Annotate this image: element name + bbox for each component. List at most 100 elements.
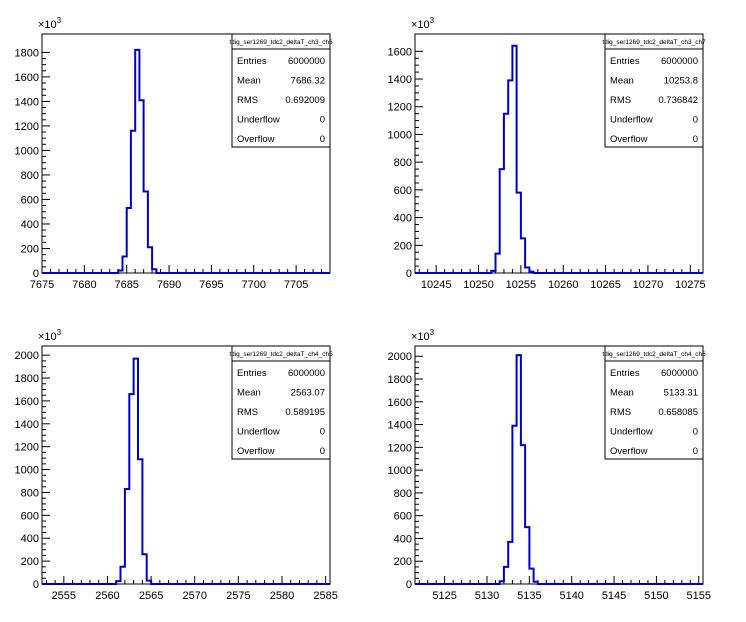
y-tick-label: 200: [21, 556, 39, 568]
x-tick-label: 10255: [506, 279, 537, 291]
x-tick-label: 5135: [517, 590, 541, 602]
stats-value: 0: [320, 427, 325, 438]
x-tick-label: 10270: [633, 279, 664, 291]
stats-box: [231, 33, 331, 148]
x-tick-label: 10250: [463, 279, 494, 291]
y-tick-label: 200: [21, 243, 39, 255]
stats-label: Underflow: [610, 115, 653, 126]
histogram-bin: [529, 569, 533, 584]
stats-label: Overflow: [237, 446, 275, 457]
y-tick-label: 1800: [388, 374, 412, 386]
stats-value: 2563.07: [291, 388, 325, 399]
y-tick-label: 400: [394, 213, 412, 225]
x-tick-label: 2580: [270, 590, 294, 602]
stats-value: 0.736842: [658, 95, 698, 106]
y-exponent-label: ×103: [411, 16, 435, 31]
x-tick-label: 10245: [421, 279, 452, 291]
y-tick-label: 0: [33, 268, 39, 280]
y-exponent-label: ×103: [38, 16, 62, 31]
x-tick-label: 10265: [590, 279, 621, 291]
histogram-outline: [415, 354, 703, 585]
histogram-panel-3: 0 200 400 600 800 1000 1200 1400 1600 1800 2000 255…: [15, 328, 338, 602]
stats-box: [604, 33, 704, 148]
histogram-bin: [521, 238, 525, 273]
stats-value: 5133.31: [664, 388, 698, 399]
histogram-bin: [138, 459, 142, 584]
stats-value: 6000000: [288, 368, 325, 379]
x-tick-label: 7705: [284, 279, 308, 291]
x-tick-label: 2570: [182, 590, 206, 602]
stats-value: 0: [693, 446, 698, 457]
stats-value: 0: [693, 427, 698, 438]
histogram-bin: [131, 131, 135, 273]
x-tick-label: 5130: [475, 590, 499, 602]
histogram-bin: [122, 256, 126, 273]
stats-label: RMS: [610, 407, 631, 418]
histogram-bin: [144, 191, 148, 273]
x-tick-label: 5125: [432, 590, 456, 602]
stats-value: 0.658085: [658, 407, 698, 418]
stats-label: Underflow: [610, 427, 653, 438]
x-tick-label: 7695: [199, 279, 223, 291]
x-tick-label: 2555: [52, 590, 76, 602]
y-tick-label: 400: [21, 533, 39, 545]
histogram-bin: [500, 169, 504, 273]
histogram-bin: [134, 359, 138, 584]
x-tick-label: 7675: [30, 279, 54, 291]
stats-label: RMS: [237, 95, 258, 106]
y-tick-label: 0: [33, 579, 39, 591]
histogram-title: tdig_ser1269_tdc2_deltaT_ch4_ch6: [602, 351, 706, 358]
stats-value: 0: [693, 115, 698, 126]
histogram-bin: [508, 80, 512, 273]
stats-label: Entries: [610, 56, 640, 67]
histogram-bin: [147, 581, 151, 584]
y-tick-label: 1800: [15, 373, 39, 385]
y-tick-label: 800: [21, 487, 39, 499]
x-tick-label: 5140: [559, 590, 583, 602]
stats-label: RMS: [237, 407, 258, 418]
y-tick-label: 1000: [388, 129, 412, 141]
histogram-bin: [517, 355, 521, 584]
y-tick-label: 600: [21, 510, 39, 522]
histogram-outline: [42, 48, 330, 274]
histogram-bin: [508, 542, 512, 584]
y-tick-label: 400: [21, 219, 39, 231]
y-tick-label: 1400: [15, 419, 39, 431]
stats-value: 0.692009: [285, 95, 325, 106]
histogram-bin: [142, 554, 146, 584]
stats-box: [604, 345, 704, 460]
stats-label: Mean: [237, 388, 261, 399]
stats-label: Entries: [237, 368, 267, 379]
stats-label: RMS: [610, 95, 631, 106]
y-tick-label: 200: [394, 556, 412, 568]
y-tick-label: 800: [394, 488, 412, 500]
x-tick-label: 10275: [675, 279, 706, 291]
histogram-title: tdig_ser1269_tdc2_deltaT_ch3_ch6: [229, 39, 333, 46]
y-tick-label: 1400: [388, 74, 412, 86]
histogram-bin: [116, 581, 120, 584]
stats-label: Overflow: [610, 446, 648, 457]
y-tick-label: 1200: [15, 442, 39, 454]
x-tick-label: 5145: [602, 590, 626, 602]
stats-label: Mean: [237, 76, 261, 87]
y-tick-label: 1600: [388, 397, 412, 409]
x-tick-label: 2585: [313, 590, 337, 602]
y-exponent-label: ×103: [411, 328, 435, 343]
stats-value: 0: [320, 446, 325, 457]
y-tick-label: 0: [406, 579, 412, 591]
stats-label: Mean: [610, 388, 634, 399]
histogram-bin: [148, 247, 152, 273]
histogram-bin: [118, 271, 122, 273]
stats-value: 6000000: [661, 56, 698, 67]
y-tick-label: 1000: [15, 465, 39, 477]
histogram-bin: [127, 208, 131, 273]
histogram-bin: [152, 269, 156, 273]
stats-label: Underflow: [237, 115, 280, 126]
stats-label: Entries: [237, 56, 267, 67]
x-tick-label: 5150: [644, 590, 668, 602]
y-tick-label: 1200: [15, 121, 39, 133]
x-tick-label: 10260: [548, 279, 579, 291]
x-tick-label: 5155: [687, 590, 711, 602]
histogram-title: tdig_ser1269_tdc2_deltaT_ch3_ch7: [602, 39, 706, 46]
